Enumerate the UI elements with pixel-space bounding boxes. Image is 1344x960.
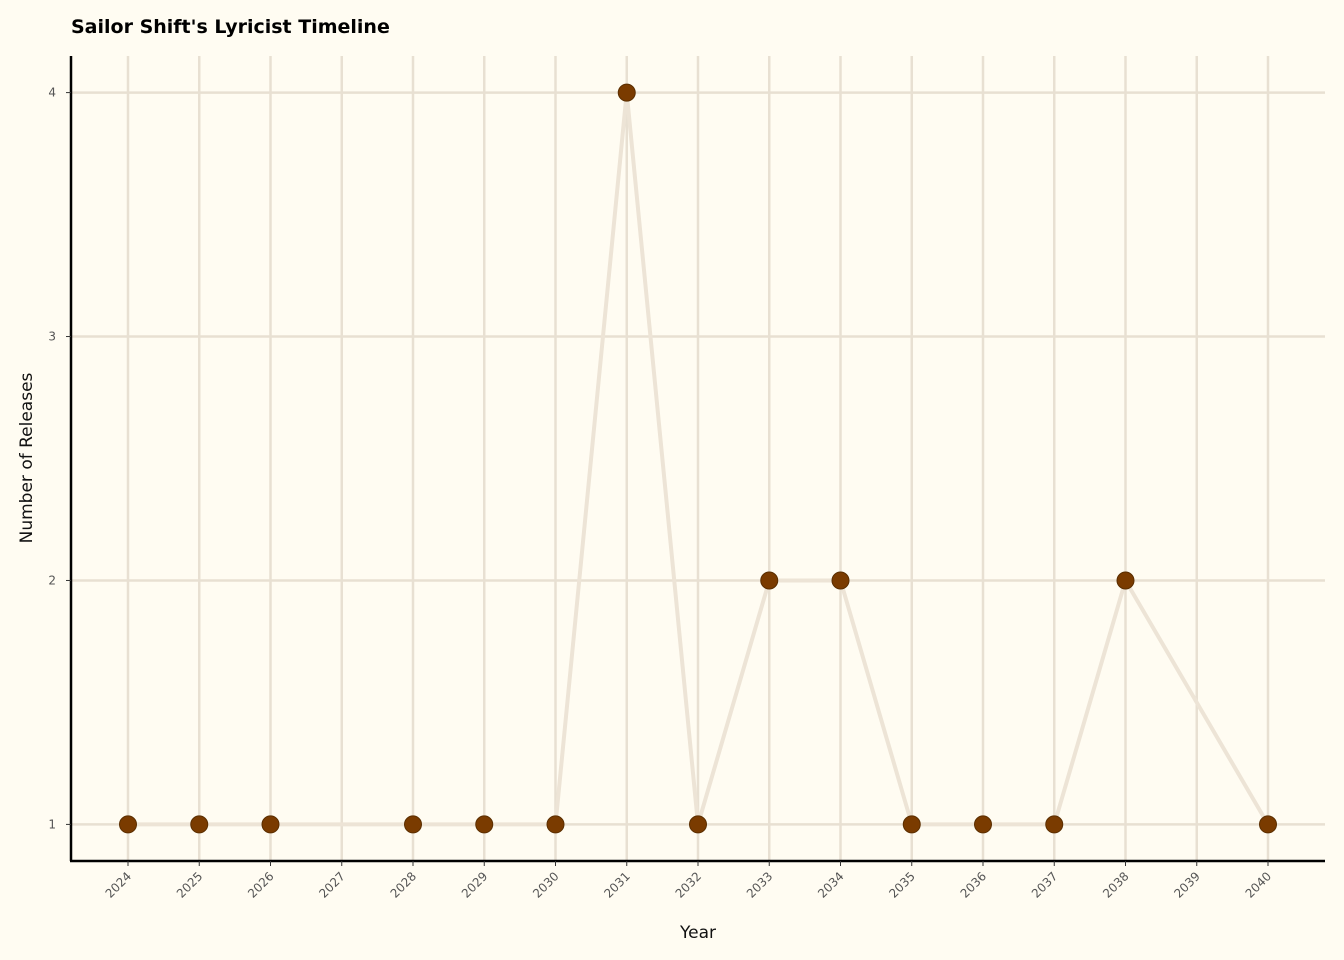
data-point-2035 xyxy=(902,815,921,834)
data-point-2040 xyxy=(1259,815,1277,834)
data-point-2024 xyxy=(119,815,137,834)
x-tick-label: 2030 xyxy=(530,869,561,900)
x-tick-label: 2026 xyxy=(245,869,276,900)
x-tick-label: 2040 xyxy=(1243,869,1274,900)
x-tick-label: 2024 xyxy=(103,869,134,900)
tick-labels: 2024 2025 2026 2027 2028 2029 2030 2031 2032 2033… xyxy=(48,86,1274,901)
x-tick-label: 2035 xyxy=(886,869,917,900)
x-tick-label: 2037 xyxy=(1029,869,1060,900)
data-point-2031 xyxy=(617,83,636,102)
chart-title: Sailor Shift's Lyricist Timeline xyxy=(71,16,390,38)
data-point-2038 xyxy=(1116,571,1135,590)
x-tick-label: 2038 xyxy=(1100,869,1131,900)
data-point-2028 xyxy=(404,815,422,834)
x-tick-label: 2027 xyxy=(316,869,347,900)
data-point-2036 xyxy=(974,815,992,834)
data-point-2026 xyxy=(261,815,280,834)
y-axis-title: Number of Releases xyxy=(17,372,37,543)
grid xyxy=(71,56,1325,861)
y-tick-label: 4 xyxy=(48,86,56,100)
y-tick-label: 1 xyxy=(48,817,56,831)
data-points xyxy=(119,83,1277,834)
x-tick-label: 2036 xyxy=(958,869,989,900)
data-point-2030 xyxy=(546,815,565,834)
y-tick-label: 3 xyxy=(48,330,56,344)
x-tick-label: 2025 xyxy=(174,869,205,900)
x-tick-label: 2029 xyxy=(459,869,490,900)
x-tick-label: 2031 xyxy=(601,869,632,900)
x-tick-label: 2034 xyxy=(815,869,846,900)
data-point-2033 xyxy=(760,571,779,590)
x-axis-title: Year xyxy=(679,923,716,943)
data-point-2029 xyxy=(475,815,494,834)
data-point-2025 xyxy=(190,815,209,834)
x-tick-label: 2028 xyxy=(388,869,419,900)
data-point-2037 xyxy=(1045,815,1064,834)
x-tick-label: 2032 xyxy=(673,869,704,900)
data-point-2034 xyxy=(831,571,850,590)
x-tick-label: 2039 xyxy=(1171,869,1202,900)
y-tick-label: 2 xyxy=(48,573,56,587)
x-tick-label: 2033 xyxy=(744,869,775,900)
data-point-2032 xyxy=(689,815,707,834)
